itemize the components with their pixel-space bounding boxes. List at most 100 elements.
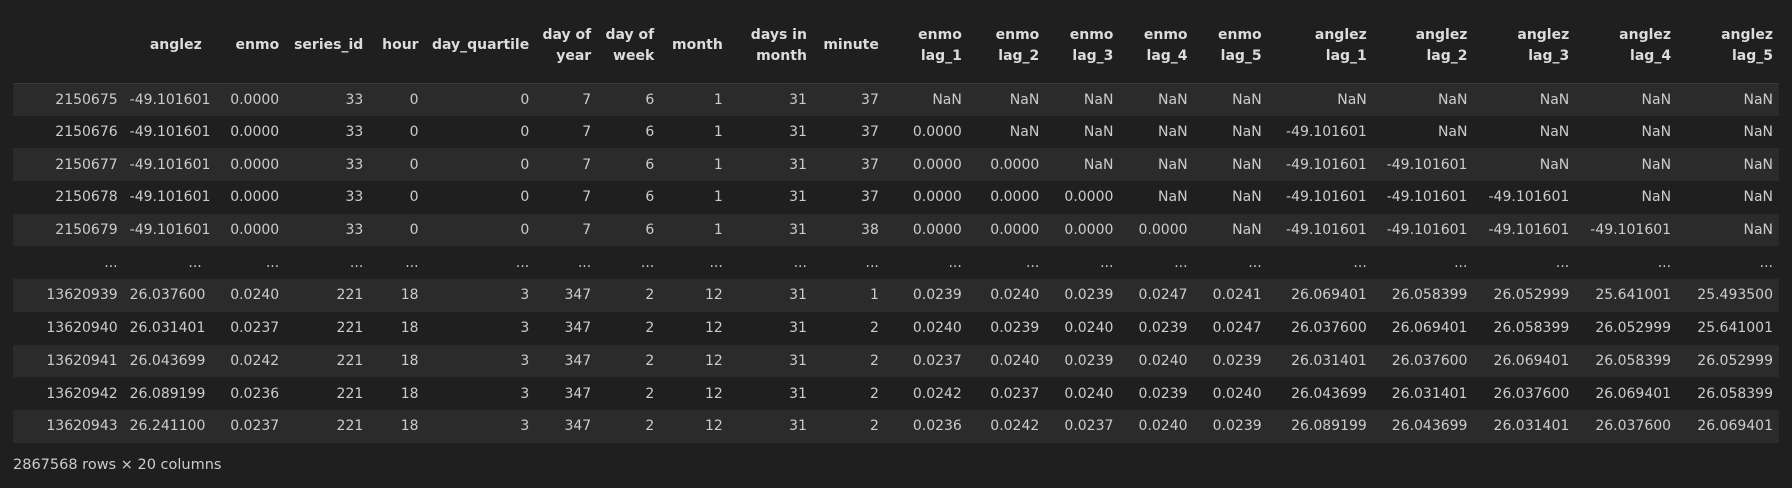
row-index: 2150676 — [55, 124, 118, 141]
table-cell: -49.101601 — [129, 91, 211, 108]
table-cell: ... — [1759, 254, 1773, 271]
table-row: 13620939 26.037600 0.0240 221 18 3 347 2 12 31 1 0.… — [13, 279, 1779, 312]
table-cell: 33 — [345, 91, 364, 108]
table-cell: 0 — [409, 156, 419, 173]
row-index: 2150677 — [55, 156, 118, 173]
table-cell: -49.101601 — [1488, 222, 1570, 239]
table-cell: 31 — [789, 91, 807, 108]
table-cell: 0.0239 — [990, 320, 1040, 337]
table-cell: 2 — [645, 287, 655, 304]
table-cell: 7 — [582, 156, 592, 173]
table-cell: 0.0000 — [1064, 222, 1114, 239]
table-cell: ... — [1657, 254, 1672, 271]
table-cell: ... — [865, 254, 879, 271]
table-cell: 3 — [520, 352, 530, 369]
table-cell: NaN — [1539, 156, 1570, 173]
table-cell: ... — [1248, 254, 1262, 271]
table-cell: 1 — [713, 156, 723, 173]
table-cell: NaN — [1083, 156, 1114, 173]
table-cell: 25.641001 — [1697, 320, 1773, 337]
table-cell: 0 — [520, 124, 530, 141]
table-cell: 0.0236 — [230, 385, 280, 402]
row-index: 13620943 — [46, 418, 118, 435]
table-cell: 31 — [789, 352, 807, 369]
table-cell: NaN — [1641, 124, 1672, 141]
table-cell: 0.0247 — [1212, 320, 1262, 337]
table-cell: NaN — [1158, 189, 1188, 206]
column-header: anglez lag_5 — [1677, 9, 1779, 84]
table-cell: ... — [515, 254, 530, 271]
table-cell: 0.0000 — [1138, 222, 1188, 239]
table-cell: 347 — [564, 352, 592, 369]
table-cell: 26.058399 — [1391, 287, 1468, 304]
row-index: 13620941 — [46, 352, 118, 369]
table-cell: 0.0241 — [1212, 287, 1262, 304]
table-cell: 18 — [400, 385, 419, 402]
table-cell: NaN — [1641, 189, 1672, 206]
table-cell: 0.0000 — [912, 189, 962, 206]
table-cell: -49.101601 — [1386, 222, 1468, 239]
table-cell: 12 — [705, 418, 723, 435]
column-header: enmo lag_5 — [1193, 9, 1268, 84]
table-cell: ... — [1454, 254, 1468, 271]
table-cell: ... — [577, 254, 592, 271]
table-cell: 3 — [520, 287, 530, 304]
table-cell: 0.0236 — [912, 418, 962, 435]
index-header — [13, 9, 124, 84]
table-cell: 1 — [713, 189, 723, 206]
column-header: day of week — [597, 9, 661, 84]
table-cell: 33 — [345, 156, 364, 173]
table-row: 2150677 -49.101601 0.0000 33 0 0 7 6 1 31 37 0.0000… — [13, 148, 1779, 182]
table-cell: 0.0239 — [1138, 320, 1188, 337]
table-cell: 25.641001 — [1595, 287, 1672, 304]
table-cell: 26.069401 — [1697, 418, 1773, 435]
table-cell: 7 — [582, 222, 592, 239]
table-cell: 3 — [520, 385, 530, 402]
table-cell: NaN — [1158, 156, 1188, 173]
table-cell: NaN — [1641, 156, 1672, 173]
row-index: 2150675 — [55, 91, 118, 108]
table-cell: NaN — [1158, 124, 1188, 141]
table-cell: 26.089199 — [129, 385, 206, 402]
table-cell: 7 — [582, 91, 592, 108]
table-cell: 221 — [336, 287, 364, 304]
table-cell: 2 — [645, 352, 655, 369]
table-cell: NaN — [1232, 156, 1262, 173]
table-cell: ... — [405, 254, 419, 271]
table-cell: 26.089199 — [1291, 418, 1367, 435]
table-cell: 0.0240 — [1212, 385, 1262, 402]
table-cell: 26.031401 — [129, 320, 206, 337]
table-cell: -49.101601 — [1286, 156, 1367, 173]
column-header: anglez lag_2 — [1372, 9, 1474, 84]
table-cell: 6 — [645, 91, 655, 108]
table-cell: 26.037600 — [1493, 385, 1570, 402]
table-cell: 7 — [582, 124, 592, 141]
row-index: 13620939 — [46, 287, 118, 304]
table-cell: 0.0239 — [912, 287, 962, 304]
table-cell: 31 — [789, 385, 807, 402]
table-cell: 2 — [645, 385, 655, 402]
column-header: anglez lag_1 — [1267, 9, 1373, 84]
table-cell: -49.101601 — [129, 124, 211, 141]
table-cell: 2 — [869, 320, 879, 337]
column-header: enmo lag_1 — [884, 9, 968, 84]
table-cell: NaN — [1158, 91, 1188, 108]
table-cell: 37 — [861, 156, 879, 173]
table-row: 13620940 26.031401 0.0237 221 18 3 347 2 12 31 2 0.… — [13, 311, 1779, 345]
table-cell: 18 — [400, 320, 419, 337]
table-cell: 0 — [520, 91, 530, 108]
table-cell: 0 — [409, 91, 419, 108]
table-cell: ... — [1353, 254, 1367, 271]
table-cell: 221 — [336, 320, 364, 337]
table-cell: 26.037600 — [129, 287, 206, 304]
table-cell: 347 — [564, 385, 592, 402]
table-cell: -49.101601 — [1386, 189, 1468, 206]
table-cell: 3 — [520, 320, 530, 337]
table-cell: ... — [640, 254, 655, 271]
table-cell: 2 — [869, 418, 879, 435]
table-cell: NaN — [1539, 91, 1570, 108]
table-cell: 221 — [336, 418, 364, 435]
table-cell: 18 — [400, 287, 419, 304]
table-cell: -49.101601 — [129, 189, 211, 206]
table-cell: 0.0240 — [1138, 418, 1188, 435]
